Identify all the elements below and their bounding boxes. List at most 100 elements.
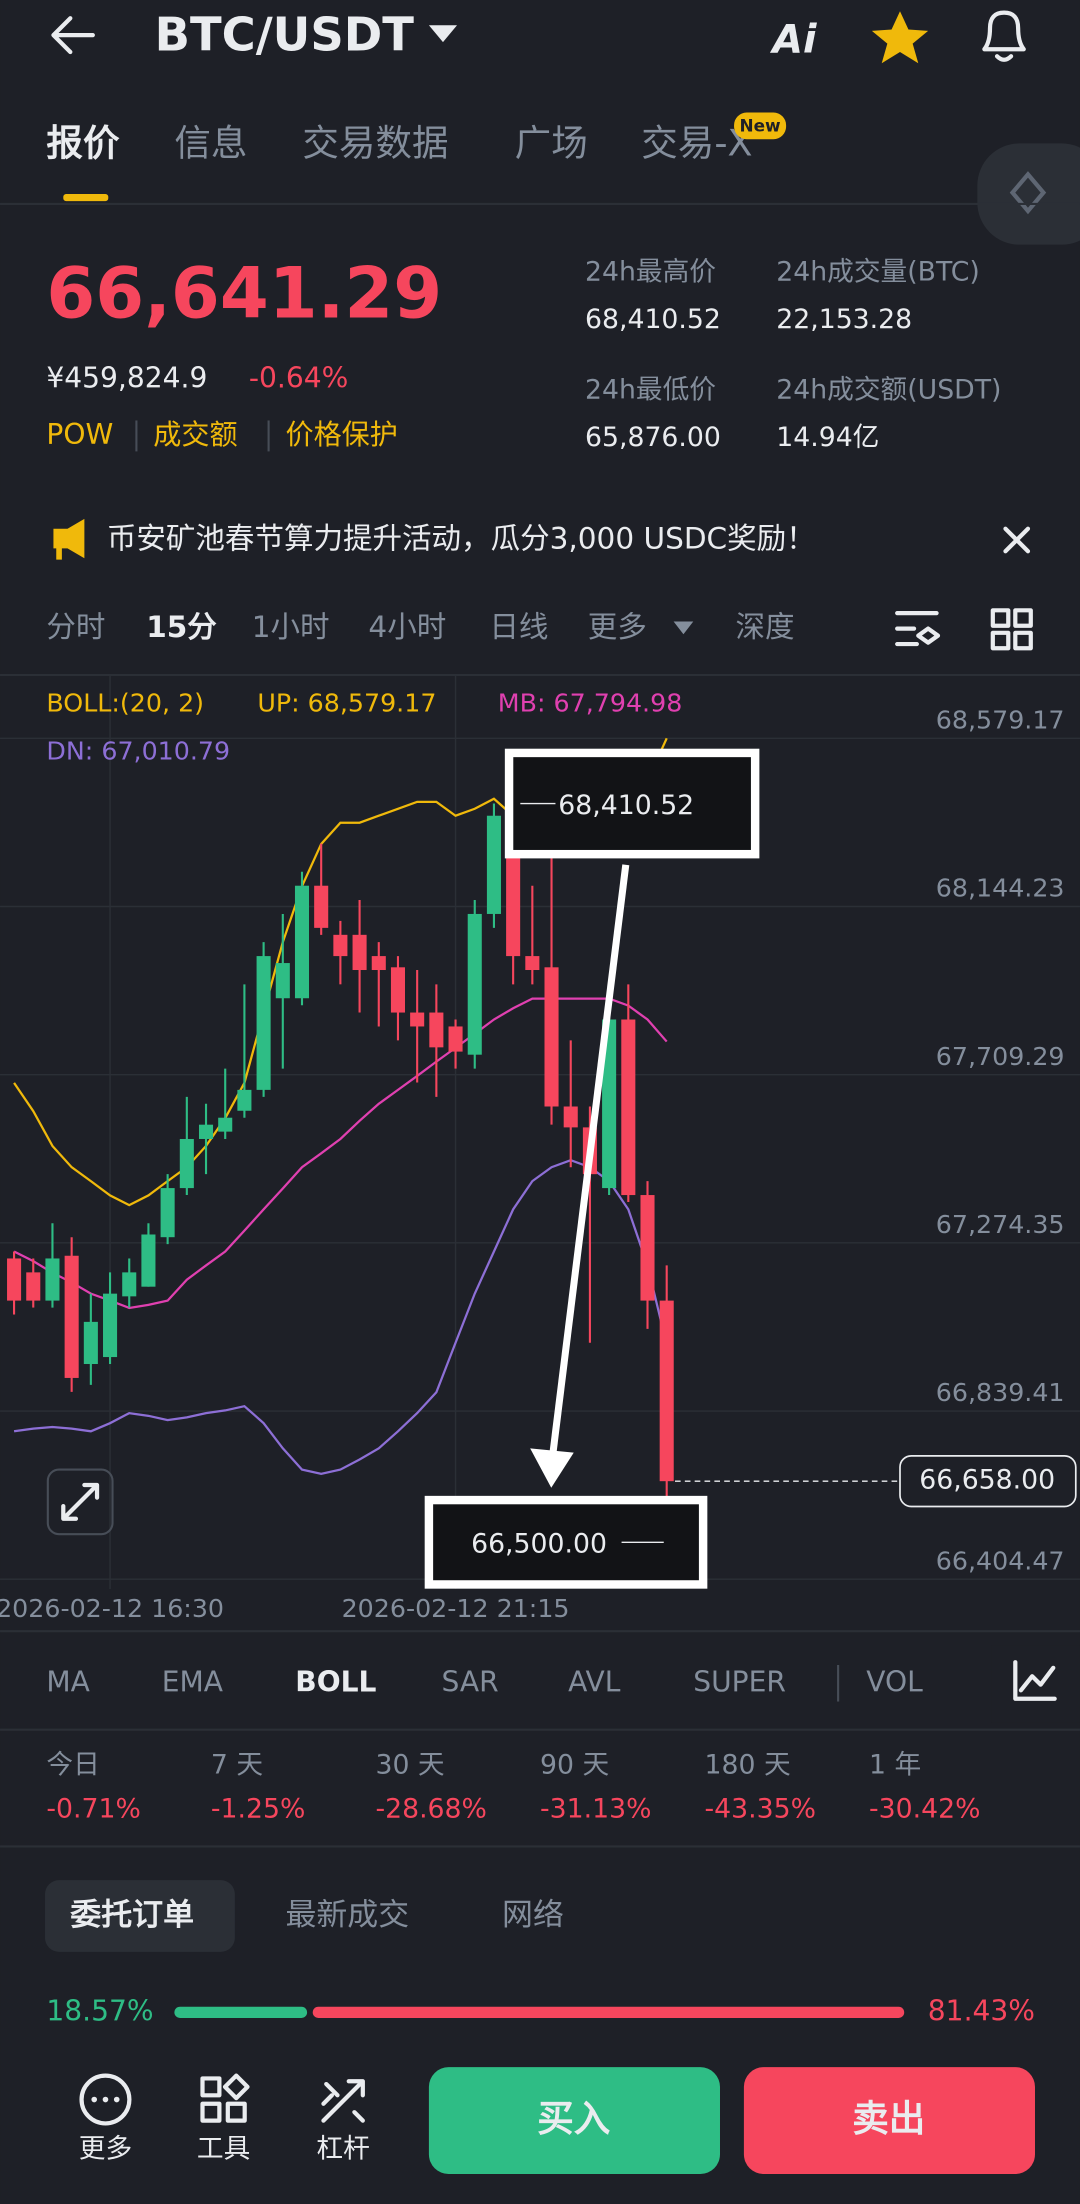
stat-value: 22,153.28 (776, 304, 912, 335)
indicator-tab[interactable]: SAR (442, 1665, 499, 1698)
indicator-tab[interactable]: AVL (568, 1665, 621, 1698)
leverage-icon[interactable] (321, 2079, 365, 2123)
interval[interactable]: 分时 (46, 610, 105, 644)
indicator-settings[interactable] (1013, 1660, 1057, 1701)
nav-label[interactable]: 更多 (79, 2134, 132, 2165)
indicator-tab[interactable]: SUPER (693, 1665, 786, 1698)
tag[interactable]: 成交额 (153, 418, 237, 451)
candle-body (602, 1019, 617, 1189)
candle-body (621, 1019, 636, 1196)
interval[interactable]: 日线 (489, 610, 548, 644)
x-tick-label: 2026-02-12 16:30 (0, 1594, 224, 1623)
candle-body (563, 1106, 578, 1128)
tab[interactable]: 广场 (515, 121, 588, 164)
interval[interactable]: 1小时 (252, 610, 330, 644)
new-badge (734, 112, 787, 140)
high-marker-label: 68,410.52 (558, 790, 694, 821)
candle-body (45, 1258, 60, 1301)
period-change: -1.25% (211, 1793, 305, 1824)
tab[interactable]: 交易-X (641, 121, 752, 164)
order-tab[interactable]: 最新成交 (285, 1897, 409, 1933)
tab[interactable]: 报价 (46, 121, 120, 164)
stat-label: 24h成交额(USDT) (776, 374, 1001, 405)
pair-title[interactable]: BTC/USDT (155, 7, 415, 61)
y-tick-label: 67,709.29 (936, 1042, 1065, 1071)
stat-value: 68,410.52 (585, 304, 721, 335)
dn-label: DN: 67,010.79 (46, 736, 230, 765)
y-tick-label: 66,404.47 (936, 1546, 1065, 1575)
tag[interactable]: POW (46, 418, 113, 451)
favorite-icon[interactable] (871, 11, 929, 64)
period-change: -43.35% (705, 1793, 816, 1824)
candle-body (103, 1293, 118, 1358)
indicator-tab[interactable]: VOL (866, 1665, 923, 1698)
interval[interactable]: 深度 (735, 610, 794, 644)
chart-settings[interactable] (895, 611, 941, 647)
candle-body (26, 1272, 41, 1301)
candle-body (237, 1089, 252, 1111)
period-label: 30 天 (375, 1750, 444, 1781)
banner-close[interactable] (1003, 526, 1031, 554)
candle-body (371, 956, 386, 971)
sell-button[interactable] (743, 2067, 1035, 2175)
more-icon[interactable] (79, 2073, 132, 2126)
nav-label[interactable]: 杠杆 (316, 2134, 369, 2165)
up-label: UP: 68,579.17 (257, 689, 436, 718)
banner-text[interactable]: 币安矿池春节算力提升活动，瓜分3,000 USDC奖励！ (107, 521, 816, 555)
candle-body (486, 815, 501, 914)
candle-body (7, 1258, 22, 1301)
mb-label: MB: 67,794.98 (498, 689, 683, 718)
stat-value: 65,876.00 (585, 422, 721, 453)
float-button[interactable] (977, 143, 1080, 245)
tools-icon[interactable] (200, 2073, 250, 2123)
alert-icon[interactable] (982, 10, 1026, 62)
interval[interactable]: 更多 (588, 610, 647, 644)
back-button[interactable] (51, 16, 95, 55)
interval[interactable]: 15分 (146, 610, 217, 644)
candle-body (429, 1012, 444, 1048)
y-tick-label: 68,144.23 (936, 874, 1065, 903)
candle-body (390, 967, 406, 1013)
ai-icon[interactable]: Ai (770, 17, 817, 63)
nav-label[interactable]: 工具 (197, 2134, 250, 2165)
buy-label[interactable]: 买入 (537, 2097, 611, 2140)
stat-label: 24h成交量(BTC) (776, 256, 980, 287)
period-label: 180 天 (705, 1750, 791, 1781)
expand-button[interactable] (46, 1468, 114, 1536)
more-dot (91, 2096, 98, 2103)
candle-body (448, 1026, 463, 1052)
period-label: 7 天 (211, 1750, 263, 1781)
layout-icon[interactable] (990, 608, 1033, 651)
candle-body (352, 934, 367, 971)
annotation-arrow (549, 864, 630, 1456)
last-price-box (899, 1455, 1077, 1508)
interval[interactable]: 4小时 (368, 610, 446, 644)
candle-body (659, 1300, 674, 1482)
candle-body (294, 885, 310, 999)
indicator-tab[interactable]: BOLL (295, 1665, 376, 1698)
stat-label: 24h最高价 (585, 256, 716, 287)
tag[interactable]: 价格保护 (285, 418, 397, 451)
sell-label[interactable]: 卖出 (852, 2097, 925, 2140)
cny-price: ¥459,824.9 (46, 362, 207, 395)
pair-caret[interactable] (428, 25, 458, 43)
y-tick-label: 66,839.41 (936, 1378, 1065, 1407)
order-ratio: 18.57% 81.43% (46, 1994, 1035, 2027)
order-tab[interactable]: 委托订单 (70, 1897, 194, 1933)
price-change: -0.64% (249, 362, 348, 395)
candle-body (160, 1188, 175, 1238)
candle-body (333, 934, 348, 957)
indicator-tab[interactable]: MA (46, 1665, 89, 1698)
boll-label: BOLL:(20, 2) (46, 689, 204, 718)
indicator-tab[interactable]: EMA (162, 1665, 223, 1698)
tab[interactable]: 信息 (174, 121, 247, 164)
candle-body (198, 1124, 214, 1139)
candle-body (64, 1255, 79, 1378)
kline-chart: 2026-02-12 16:30 2026-02-12 21:15 68,579.1… (0, 674, 1080, 1623)
tab[interactable]: 交易数据 (302, 121, 448, 164)
candle-body (640, 1195, 655, 1301)
buy-ratio-label: 18.57% (46, 1994, 153, 2027)
buy-button[interactable] (428, 2067, 720, 2175)
order-tab[interactable]: 网络 (502, 1897, 564, 1933)
